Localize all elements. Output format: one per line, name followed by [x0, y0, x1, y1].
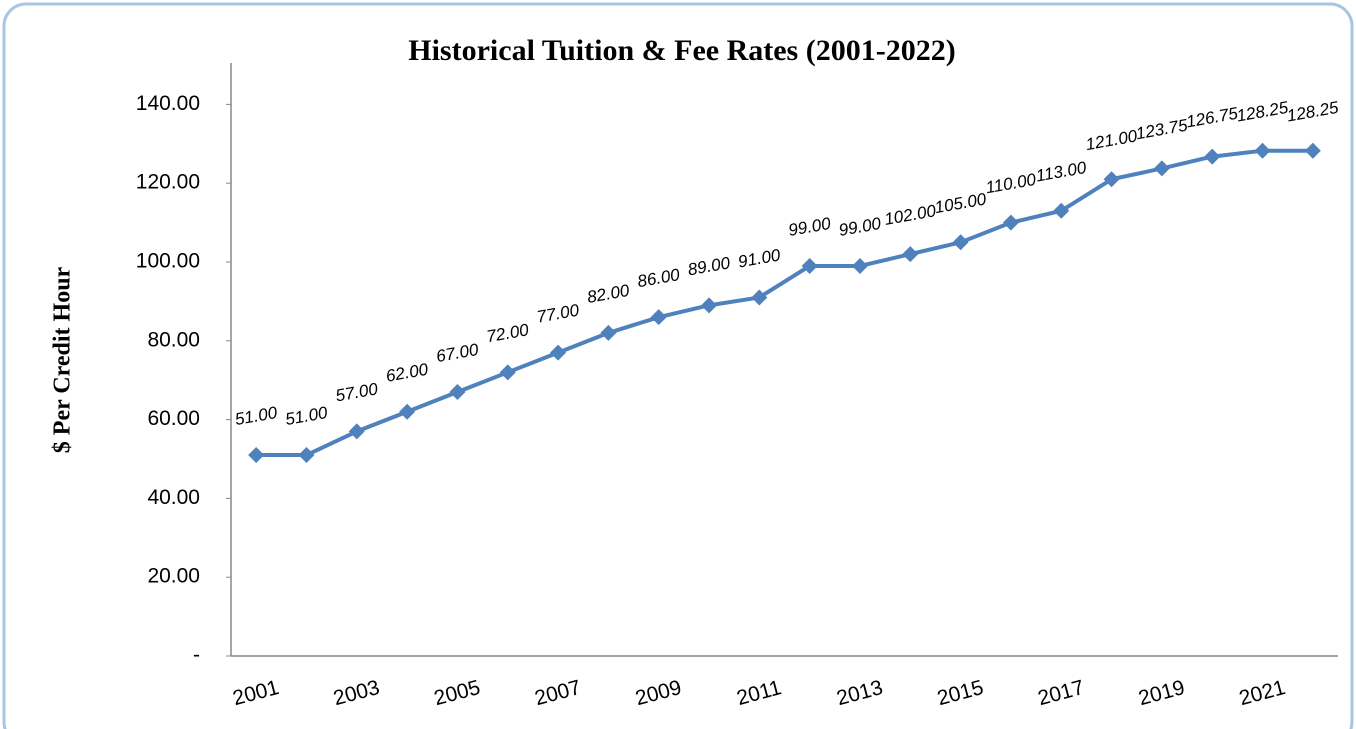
marker — [801, 257, 818, 274]
marker — [600, 324, 617, 341]
marker — [1304, 142, 1321, 159]
marker — [1053, 202, 1070, 219]
marker — [449, 384, 466, 401]
y-axis-label: $ Per Credit Hour — [50, 266, 76, 453]
marker — [248, 447, 265, 464]
marker — [1153, 160, 1170, 177]
marker — [952, 234, 969, 251]
marker — [650, 309, 667, 326]
marker — [399, 403, 416, 420]
marker — [751, 289, 768, 306]
marker — [550, 344, 567, 361]
marker — [298, 447, 315, 464]
y-tick-label: 60.00 — [147, 407, 200, 430]
line — [256, 148, 1313, 458]
y-tick-label: 100.00 — [136, 250, 200, 273]
chart-title: Historical Tuition & Fee Rates (2001-202… — [408, 34, 955, 67]
marker — [1002, 214, 1019, 231]
marker — [701, 297, 718, 314]
y-tick-label: 40.00 — [147, 486, 200, 509]
marker — [1254, 142, 1271, 159]
y-tick-label: 140.00 — [136, 92, 200, 115]
marker — [499, 364, 516, 381]
y-tick-label: 120.00 — [136, 171, 200, 194]
marker — [902, 246, 919, 263]
marker — [348, 423, 365, 440]
y-tick-label: 20.00 — [147, 565, 200, 588]
y-tick-label: - — [193, 644, 200, 667]
marker — [851, 257, 868, 274]
marker — [1204, 148, 1221, 165]
y-tick-label: 80.00 — [147, 328, 200, 351]
marker — [1103, 171, 1120, 188]
